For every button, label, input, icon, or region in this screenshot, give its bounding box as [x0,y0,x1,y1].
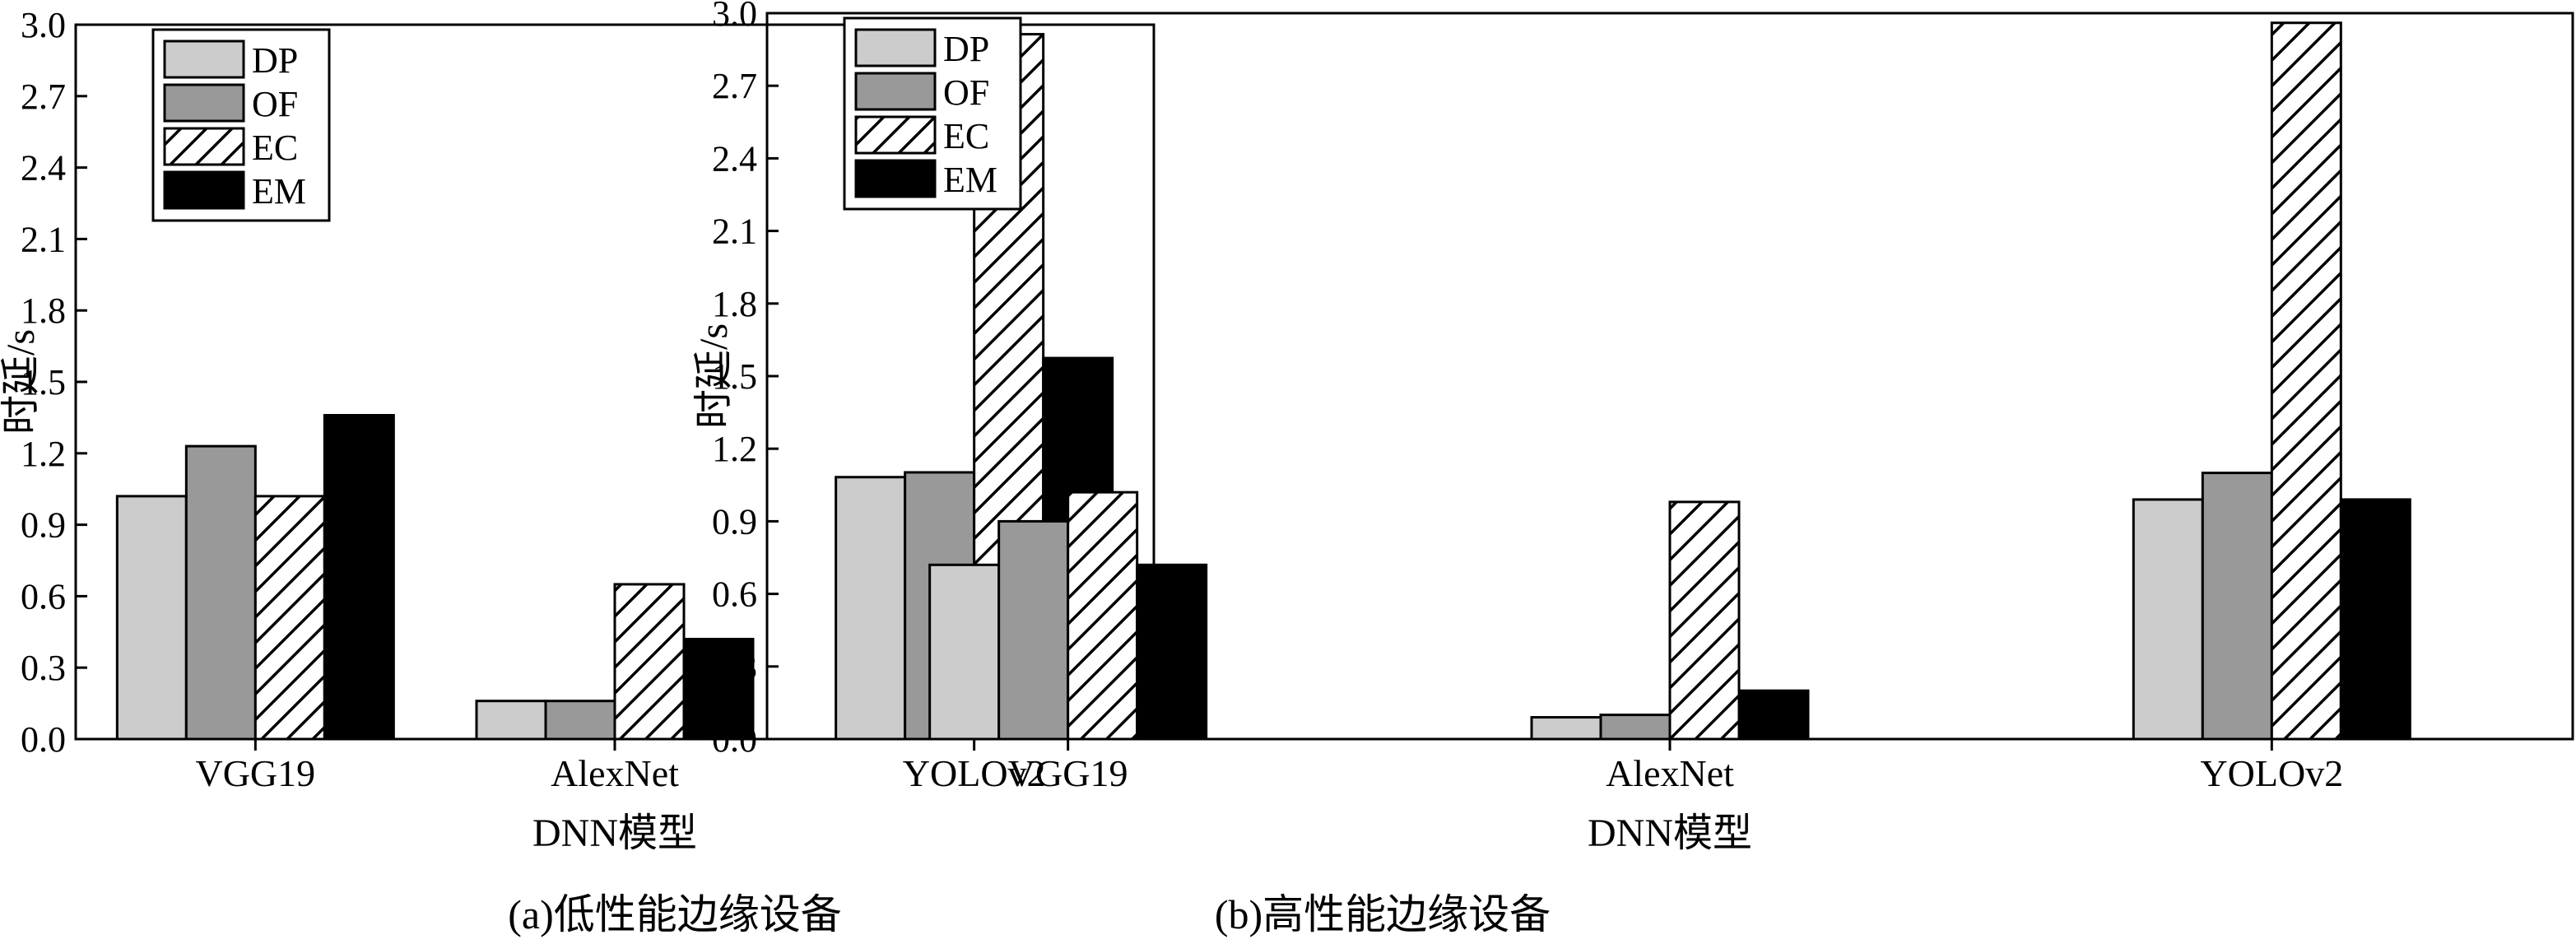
legend-swatch-em [854,159,937,198]
bar-of-vgg19 [184,444,257,741]
legend-label-dp: DP [943,29,989,69]
bar-dp-alexnet [1530,716,1602,741]
y-tick-label: 0.6 [712,574,757,615]
bar-em-vgg19 [323,414,395,741]
y-tick-label: 1.2 [21,434,66,474]
y-tick-label: 2.7 [712,66,757,106]
chart-panel-b: 0.0 0.3 0.6 0.9 1.2 1.5 1.8 2.1 2.4 2.7 3.0 VGG19 Al… [692,0,2574,937]
bar-dp-alexnet [475,700,547,741]
legend-swatch-of [854,72,937,111]
x-tick-label: VGG19 [195,752,315,794]
legend-label-em: EM [252,171,306,212]
bar-ec-vgg19 [1067,491,1139,741]
legend-swatch-ec [854,115,937,155]
bar-ec-alexnet [1668,500,1741,741]
x-tick-label: YOLOv2 [2200,752,2343,794]
y-tick-label: 0.0 [712,719,757,760]
y-tick-label: 2.4 [21,148,66,188]
x-axis-label: DNN模型 [532,811,697,855]
y-tick-label: 2.4 [712,138,757,179]
x-tick-label: AlexNet [551,752,679,794]
legend-swatch-dp [854,28,937,67]
legend-swatch-dp [163,40,245,79]
y-tick-label: 3.0 [21,5,66,45]
x-axis-label: DNN模型 [1588,811,1752,855]
x-tick-label: YOLOv2 [903,752,1046,794]
bar-em-yolov2 [2339,498,2411,741]
y-tick-label: 1.8 [21,291,66,331]
legend-swatch-ec [163,127,245,166]
y-tick-label: 0.9 [21,505,66,546]
y-tick-label: 2.1 [21,219,66,259]
bar-dp-yolov2 [2132,498,2204,741]
y-tick-label: 2.7 [21,77,66,117]
y-tick-label: 3.0 [712,0,757,34]
y-axis-label: 时延/s [0,329,43,435]
y-tick-label: 1.5 [712,356,757,397]
x-tick-label: VGG19 [1008,752,1128,794]
legend-label-of: OF [943,72,989,113]
y-tick-label: 0.3 [712,647,757,687]
legend-label-ec: EC [252,128,298,168]
bar-em-vgg19 [1136,563,1208,741]
panel-caption: (a)低性能边缘设备 [508,891,842,937]
bar-ec-alexnet [613,583,686,741]
legend-label-ec: EC [943,116,989,156]
bar-dp-yolov2 [835,476,907,741]
bar-ec-vgg19 [253,495,326,741]
bar-of-yolov2 [2201,472,2273,741]
y-tick-label: 0.6 [21,576,66,616]
bar-em-alexnet [1737,689,1810,741]
y-tick-label: 1.8 [712,284,757,324]
y-tick-label: 2.1 [712,212,757,252]
y-tick-label: 0.3 [21,648,66,688]
y-axis-label: 时延/s [692,323,736,429]
y-tick-label: 0.9 [712,501,757,542]
legend-swatch-of [163,83,245,123]
bar-dp-vgg19 [115,495,188,741]
bar-of-alexnet [1599,714,1672,741]
y-tick-label: 1.2 [712,429,757,469]
bar-ec-yolov2 [2270,21,2342,741]
bar-of-vgg19 [997,519,1070,741]
legend-swatch-em [163,170,245,210]
bar-dp-vgg19 [928,563,1001,741]
y-tick-label: 0.0 [21,719,66,760]
legend-label-em: EM [943,160,997,200]
panel-caption: (b)高性能边缘设备 [1215,891,1551,937]
legend-label-of: OF [252,84,298,124]
x-tick-label: AlexNet [1606,752,1734,794]
y-tick-label: 1.5 [21,362,66,402]
bar-of-alexnet [544,700,616,741]
legend-label-dp: DP [252,40,298,81]
bar-em-alexnet [682,637,755,741]
